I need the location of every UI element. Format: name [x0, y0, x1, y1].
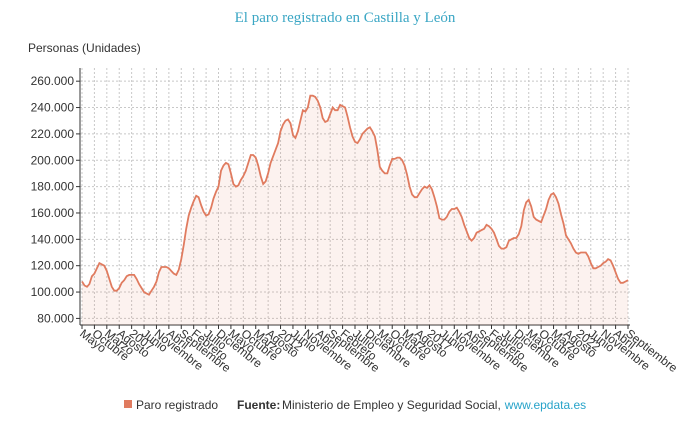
y-tick-label: 200.000 — [31, 153, 75, 167]
y-tick-label: 260.000 — [31, 74, 75, 88]
line — [81, 94, 629, 296]
y-tick-label: 80.000 — [37, 311, 74, 325]
legend-label: Paro registrado — [136, 398, 218, 412]
y-tick-label: 120.000 — [31, 259, 75, 273]
legend: Paro registrado — [124, 398, 218, 412]
legend-swatch — [124, 400, 132, 408]
y-tick-label: 140.000 — [31, 232, 75, 246]
source-link[interactable]: www.epdata.es — [504, 398, 586, 412]
source-label: Fuente: — [237, 398, 280, 412]
y-axis-label: Personas (Unidades) — [28, 41, 141, 55]
source-text: Ministerio de Empleo y Seguridad Social,… — [282, 398, 586, 412]
y-tick-label: 220.000 — [31, 127, 75, 141]
y-tick-label: 180.000 — [31, 180, 75, 194]
y-tick-label: 240.000 — [31, 101, 75, 115]
y-tick-label: 160.000 — [31, 206, 75, 220]
chart-title: El paro registrado en Castilla y León — [235, 10, 456, 26]
y-tick-label: 100.000 — [31, 285, 75, 299]
area-fill — [82, 95, 628, 325]
source-name: Ministerio de Empleo y Seguridad Social, — [282, 398, 501, 412]
